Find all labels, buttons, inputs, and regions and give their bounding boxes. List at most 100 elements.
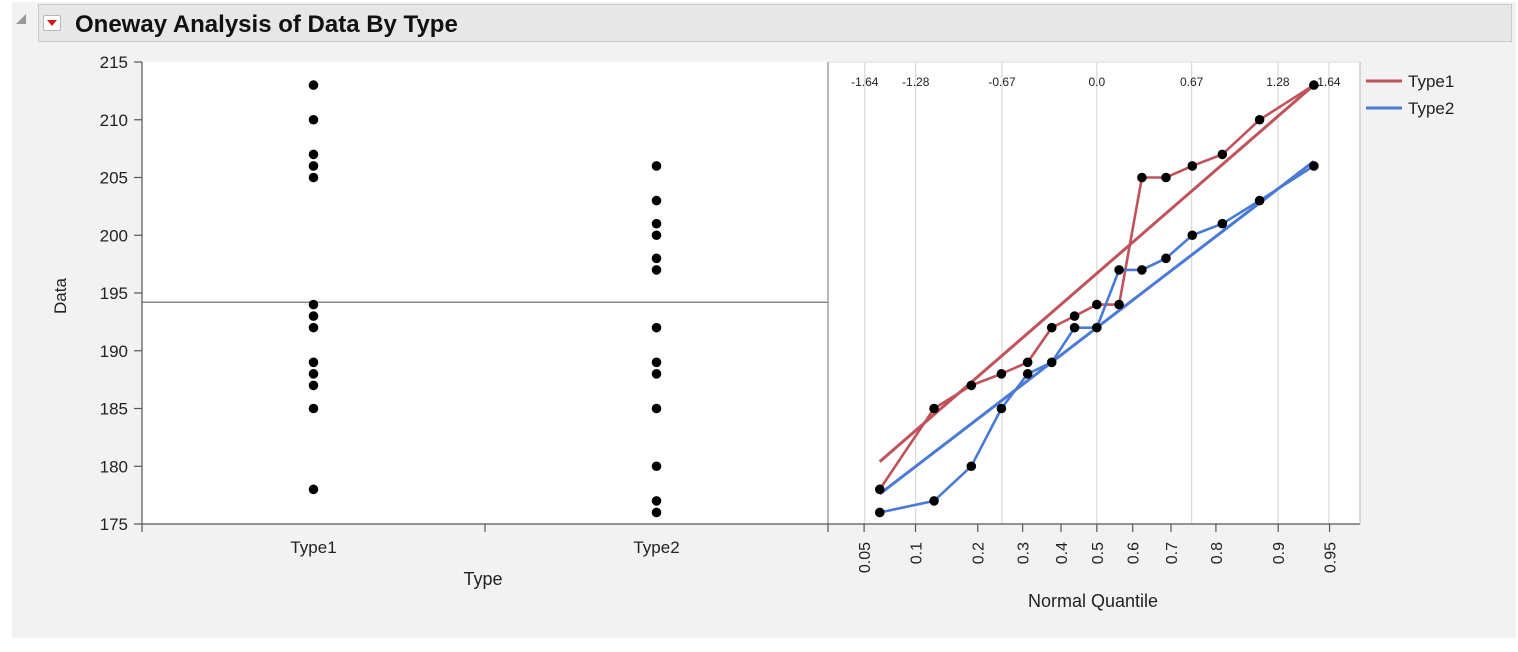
quantile-point xyxy=(996,403,1007,414)
quantile-x-tick-label: 0.05 xyxy=(857,542,874,573)
data-point xyxy=(308,161,319,171)
y-tick-label: 180 xyxy=(100,457,128,476)
data-point xyxy=(651,496,662,506)
quantile-point xyxy=(1092,322,1102,333)
quantile-plot: 0.05 0.1 0.2 0.3 0.4 0.5 0.6 0.7 0.8 0.9 0.95 -1.64… xyxy=(851,75,1341,573)
y-tick-label: 190 xyxy=(100,342,128,361)
data-point xyxy=(308,380,319,391)
quantile-x-tick-label: 0.95 xyxy=(1323,542,1340,573)
quantile-point xyxy=(1069,322,1080,333)
quantile-x-tick-label: 0.3 xyxy=(1016,542,1033,564)
quantile-point xyxy=(1092,299,1102,310)
data-point xyxy=(308,80,319,90)
quantile-top-tick-label: 1.64 xyxy=(1317,75,1341,89)
quantile-top-tick-label: 1.28 xyxy=(1266,75,1290,89)
x-category-label: Type2 xyxy=(633,538,679,557)
x-category-label: Type1 xyxy=(290,538,336,557)
red-triangle-menu-icon[interactable] xyxy=(43,15,61,31)
data-point xyxy=(308,114,319,125)
fit-line xyxy=(878,83,1315,463)
data-point xyxy=(651,461,662,472)
y-tick-label: 185 xyxy=(100,400,128,419)
data-point xyxy=(651,369,662,379)
quantile-point xyxy=(1069,311,1080,321)
quantile-x-tick-label: 0.2 xyxy=(971,542,988,564)
y-tick-label: 200 xyxy=(100,226,128,245)
data-point xyxy=(651,357,662,368)
data-point xyxy=(651,253,662,264)
data-point xyxy=(651,265,662,275)
report-header: Oneway Analysis of Data By Type xyxy=(38,4,1512,42)
x-axis-title: Type xyxy=(463,569,502,589)
quantile-point xyxy=(1309,161,1319,171)
quantile-point xyxy=(1114,265,1124,275)
collapse-triangle-icon[interactable] xyxy=(16,14,26,24)
legend: Type1 Type2 xyxy=(1366,72,1454,118)
oneway-plot-frame xyxy=(142,62,828,524)
quantile-x-tick-label: 0.8 xyxy=(1209,542,1226,564)
y-tick-label: 195 xyxy=(100,284,128,303)
quantile-point xyxy=(1254,114,1265,125)
quantile-point xyxy=(1161,172,1171,183)
quantile-point xyxy=(966,380,977,391)
y-tick-label: 175 xyxy=(100,515,128,534)
quantile-point xyxy=(1187,230,1198,241)
y-axis-title: Data xyxy=(51,278,70,314)
quantile-point xyxy=(1137,265,1147,275)
legend-label: Type2 xyxy=(1408,99,1454,118)
y-tick-label: 210 xyxy=(100,111,128,130)
quantile-x-tick-label: 0.9 xyxy=(1271,542,1288,564)
y-tick-label: 205 xyxy=(100,169,128,188)
data-point xyxy=(651,195,662,206)
data-point xyxy=(651,322,662,333)
quantile-top-tick-label: -1.64 xyxy=(851,75,879,89)
quantile-point xyxy=(1022,369,1033,379)
quantile-plot-frame xyxy=(828,62,1360,524)
data-point xyxy=(308,369,319,379)
quantile-point xyxy=(1309,80,1319,90)
data-point xyxy=(308,149,319,160)
report-title: Oneway Analysis of Data By Type xyxy=(75,11,458,38)
quantile-point xyxy=(874,484,885,495)
quantile-point xyxy=(874,507,885,518)
data-point xyxy=(308,403,319,414)
data-point xyxy=(308,484,319,495)
quantile-x-axis-title: Normal Quantile xyxy=(1028,591,1158,611)
quantile-point xyxy=(1217,149,1228,160)
data-point xyxy=(308,322,319,333)
data-point xyxy=(308,299,319,310)
quantile-top-tick-label: -0.67 xyxy=(988,75,1016,89)
quantile-point xyxy=(929,403,939,414)
quantile-point xyxy=(1137,172,1147,183)
quantile-point xyxy=(1046,357,1057,368)
data-point xyxy=(651,230,662,241)
quantile-top-tick-label: 0.67 xyxy=(1180,75,1204,89)
quantile-point xyxy=(966,461,977,472)
data-point xyxy=(308,172,319,183)
quantile-point xyxy=(996,369,1007,379)
y-tick-label: 215 xyxy=(100,53,128,72)
quantile-top-tick-label: -1.28 xyxy=(902,75,930,89)
quantile-top-tick-label: 0.0 xyxy=(1088,75,1105,89)
quantile-point xyxy=(1161,253,1171,264)
quantile-x-tick-label: 0.5 xyxy=(1090,542,1107,564)
quantile-point xyxy=(1187,161,1198,171)
quantile-point xyxy=(1114,299,1124,310)
data-point xyxy=(308,357,319,368)
data-point xyxy=(651,403,662,414)
legend-label: Type1 xyxy=(1408,72,1454,91)
oneway-plot: 175 180 185 190 195 200 205 210 215 Type1 Type2 xyxy=(100,53,829,557)
data-point xyxy=(308,311,319,321)
quantile-point xyxy=(1046,322,1057,333)
quantile-x-tick-label: 0.1 xyxy=(909,542,926,564)
quantile-point xyxy=(929,496,939,506)
quantile-x-tick-label: 0.4 xyxy=(1054,542,1071,564)
quantile-point xyxy=(1254,195,1265,206)
data-point xyxy=(651,507,662,518)
quantile-point xyxy=(1217,218,1228,229)
quantile-x-tick-label: 0.6 xyxy=(1126,542,1143,564)
quantile-point xyxy=(1022,357,1033,368)
quantile-grid xyxy=(864,62,1330,524)
data-point xyxy=(651,161,662,171)
